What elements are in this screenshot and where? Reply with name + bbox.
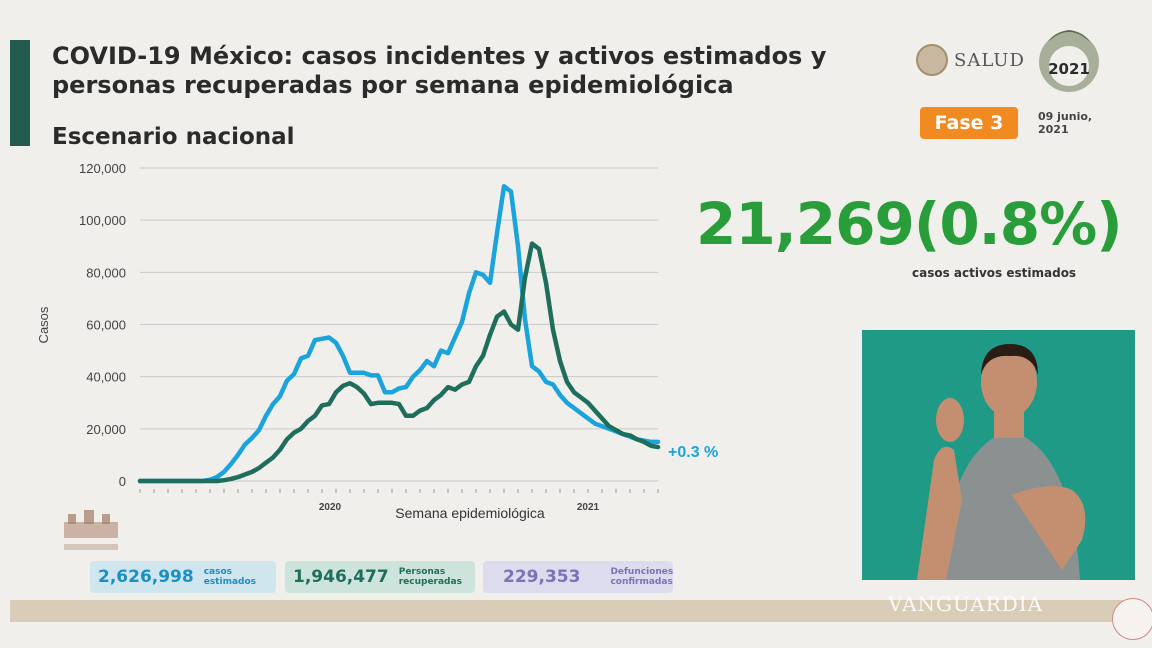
accent-bar [10,40,30,146]
y-tick-label: 20,000 [86,422,126,437]
salud-brand: SALUD [954,49,1025,71]
salud-seal-icon [916,44,948,76]
stat-cases-label: casos estimados [203,567,257,587]
y-tick-label: 80,000 [86,265,126,280]
stat-recovered-label: Personas recuperadas [398,567,462,587]
year-label: 2020 [319,502,342,513]
y-tick-label: 120,000 [79,161,126,176]
stat-cases-value: 2,626,998 [98,567,194,587]
interpreter-figure [917,344,1086,580]
stat-recovered-value: 1,946,477 [293,567,389,587]
year-label: 2021 [577,502,600,513]
series-line-estimated [137,184,661,484]
active-cases-value: 21,269(0.8%) [696,190,1123,258]
cases-line-chart: 0 20,000 40,000 60,000 80,000 100,000 120,000 C… [36,161,718,521]
y-tick-label: 100,000 [79,213,126,228]
logo-year: 2021 [1048,60,1090,78]
y-tick-label: 60,000 [86,318,126,333]
watermark: VANGUARDIA [888,592,1044,616]
corner-seal-icon [1112,598,1152,640]
date-label: 09 junio, 2021 [1038,110,1093,136]
stat-cases: 2,626,998 casos estimados [90,561,276,593]
stat-deaths-label: Defunciones confirmadas [610,567,674,587]
series-line-active [137,241,661,484]
stat-recovered: 1,946,477 Personas recuperadas [285,561,475,593]
phase-badge: Fase 3 [920,107,1018,139]
salud-logo: SALUD [916,44,1025,76]
stat-deaths: 229,353 Defunciones confirmadas [483,561,673,593]
page-title: COVID-19 México: casos incidentes y acti… [52,42,827,99]
sign-language-interpreter [862,330,1135,580]
y-tick-label: 0 [119,474,126,489]
page-subtitle: Escenario nacional [52,124,295,150]
mexico-logo [64,510,118,550]
mexico-2021-logo: 2021 [1039,30,1099,92]
footer-bar [10,600,1142,622]
active-cases-label: casos activos estimados [912,266,1077,280]
trend-annotation: +0.3 % [668,444,718,461]
y-axis-label: Casos [36,306,51,343]
y-tick-label: 40,000 [86,370,126,385]
x-axis-label: Semana epidemiológica [395,505,545,521]
stat-deaths-value: 229,353 [503,567,581,587]
